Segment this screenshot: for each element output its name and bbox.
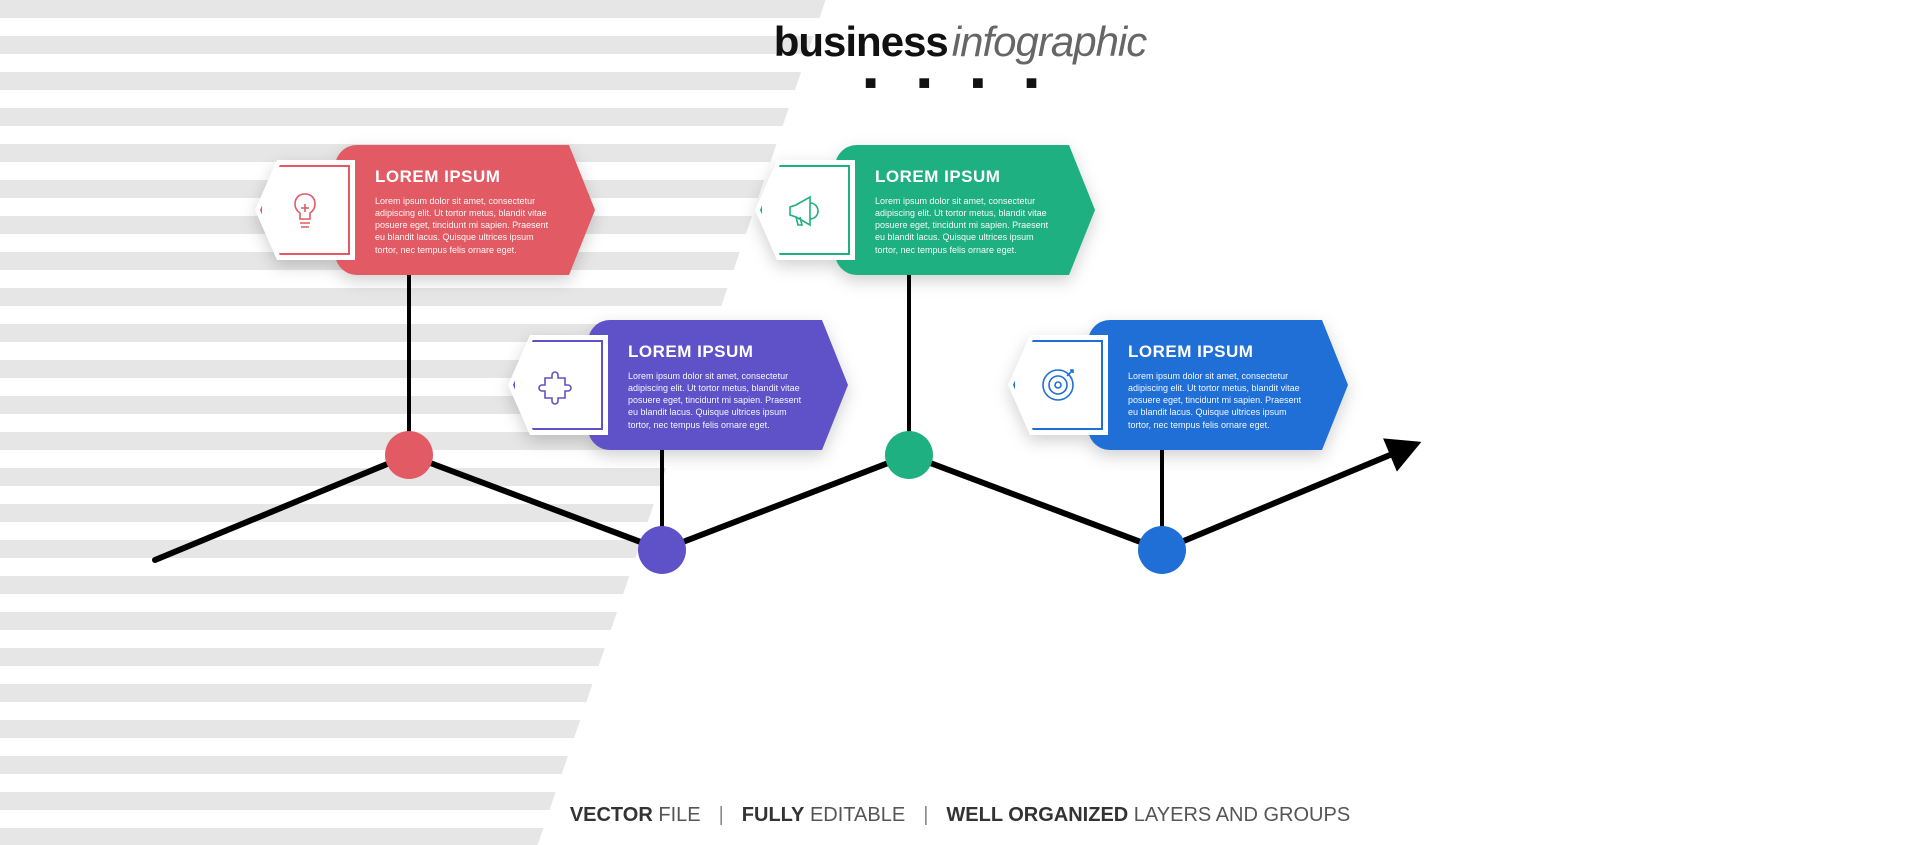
puzzle-icon <box>537 364 579 406</box>
step-card: LOREM IPSUM Lorem ipsum dolor sit amet, c… <box>255 145 595 275</box>
footer: VECTOR FILE | FULLY EDITABLE | WELL ORGANIZE… <box>0 804 1920 827</box>
title-dots: ■ ■ ■ ■ <box>0 72 1920 95</box>
step-body: LOREM IPSUM Lorem ipsum dolor sit amet, c… <box>835 145 1095 275</box>
step-description: Lorem ipsum dolor sit amet, consectetur … <box>875 195 1055 256</box>
step-title: LOREM IPSUM <box>875 167 1055 187</box>
footer-separator: | <box>719 804 724 827</box>
step-hex <box>255 160 355 260</box>
step-title: LOREM IPSUM <box>628 342 808 362</box>
page-title: businessinfographic <box>0 18 1920 66</box>
title-bold: business <box>774 18 948 65</box>
footer-separator: | <box>923 804 928 827</box>
step-description: Lorem ipsum dolor sit amet, consectetur … <box>1128 370 1308 431</box>
trend-line <box>0 0 1920 845</box>
step-body: LOREM IPSUM Lorem ipsum dolor sit amet, c… <box>1088 320 1348 450</box>
step-card: LOREM IPSUM Lorem ipsum dolor sit amet, c… <box>508 320 848 450</box>
title-italic: infographic <box>952 18 1146 65</box>
step-card: LOREM IPSUM Lorem ipsum dolor sit amet, c… <box>1008 320 1348 450</box>
step-hex <box>508 335 608 435</box>
footer-light: LAYERS AND GROUPS <box>1128 804 1350 826</box>
footer-bold: WELL ORGANIZED <box>946 804 1128 826</box>
step-hex-inner <box>260 165 350 255</box>
megaphone-icon <box>784 189 826 231</box>
timeline-dot <box>385 431 433 479</box>
step-hex-inner <box>513 340 603 430</box>
step-title: LOREM IPSUM <box>375 167 555 187</box>
footer-bold: FULLY <box>742 804 805 826</box>
footer-light: EDITABLE <box>804 804 905 826</box>
infographic-stage: businessinfographic ■ ■ ■ ■ LOREM IPSUML… <box>0 0 1920 845</box>
timeline-dot <box>1138 526 1186 574</box>
footer-light: FILE <box>653 804 701 826</box>
step-hex-inner <box>1013 340 1103 430</box>
step-description: Lorem ipsum dolor sit amet, consectetur … <box>375 195 555 256</box>
step-body: LOREM IPSUM Lorem ipsum dolor sit amet, c… <box>588 320 848 450</box>
timeline-dot <box>638 526 686 574</box>
step-description: Lorem ipsum dolor sit amet, consectetur … <box>628 370 808 431</box>
step-hex-inner <box>760 165 850 255</box>
step-hex <box>755 160 855 260</box>
step-title: LOREM IPSUM <box>1128 342 1308 362</box>
footer-bold: VECTOR <box>570 804 653 826</box>
step-body: LOREM IPSUM Lorem ipsum dolor sit amet, c… <box>335 145 595 275</box>
lightbulb-icon <box>284 189 326 231</box>
step-card: LOREM IPSUM Lorem ipsum dolor sit amet, c… <box>755 145 1095 275</box>
timeline-dot <box>885 431 933 479</box>
step-hex <box>1008 335 1108 435</box>
target-icon <box>1037 364 1079 406</box>
